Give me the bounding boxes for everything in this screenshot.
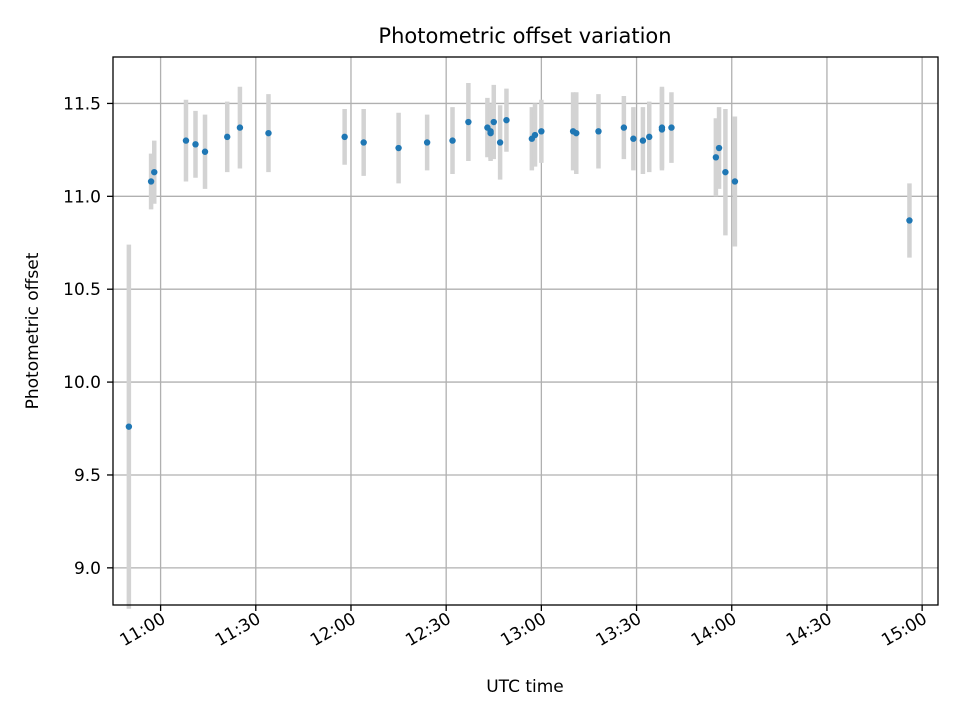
- data-point: [620, 124, 628, 131]
- data-point: [395, 144, 402, 152]
- data-point: [265, 129, 272, 137]
- y-tick-label: 10.5: [63, 280, 101, 300]
- data-point: [449, 137, 456, 144]
- data-point: [639, 137, 647, 144]
- data-point: [538, 128, 545, 135]
- data-point: [151, 168, 158, 176]
- data-point: [646, 133, 653, 141]
- data-point: [595, 128, 602, 135]
- x-axis-label: UTC time: [486, 677, 564, 697]
- data-point: [731, 178, 739, 185]
- data-point: [192, 141, 199, 148]
- data-point: [487, 128, 494, 135]
- chart-title: Photometric offset variation: [378, 24, 671, 48]
- y-tick-label: 9.5: [74, 466, 101, 486]
- data-point: [465, 118, 472, 126]
- data-point: [503, 116, 510, 124]
- data-point: [531, 131, 539, 139]
- data-point: [147, 178, 155, 185]
- y-axis-label: Photometric offset: [23, 252, 43, 409]
- data-point: [423, 139, 431, 146]
- data-point: [125, 423, 133, 430]
- data-point: [573, 129, 580, 137]
- data-point: [668, 124, 675, 131]
- y-axis-ticks: 9.0 9.5 10.0 10.5 11.0 11.5: [63, 94, 113, 579]
- y-tick-label: 11.0: [63, 187, 101, 207]
- data-point: [236, 124, 244, 131]
- data-point: [712, 154, 720, 161]
- data-point: [658, 124, 666, 131]
- y-tick-label: 10.0: [63, 373, 101, 393]
- data-point: [490, 118, 497, 126]
- data-point: [182, 137, 190, 144]
- data-point: [360, 139, 367, 146]
- data-point: [722, 168, 729, 176]
- plot-frame: [112, 56, 939, 606]
- data-point: [715, 144, 723, 152]
- grid: [113, 57, 938, 605]
- data-point: [630, 135, 637, 142]
- y-tick-label: 11.5: [63, 94, 101, 114]
- data-point: [341, 133, 348, 141]
- data-point: [496, 139, 504, 146]
- data-point: [201, 148, 209, 155]
- data-point: [224, 133, 231, 141]
- data-point: [906, 217, 913, 224]
- y-tick-label: 9.0: [74, 559, 101, 579]
- data-points: [125, 116, 913, 430]
